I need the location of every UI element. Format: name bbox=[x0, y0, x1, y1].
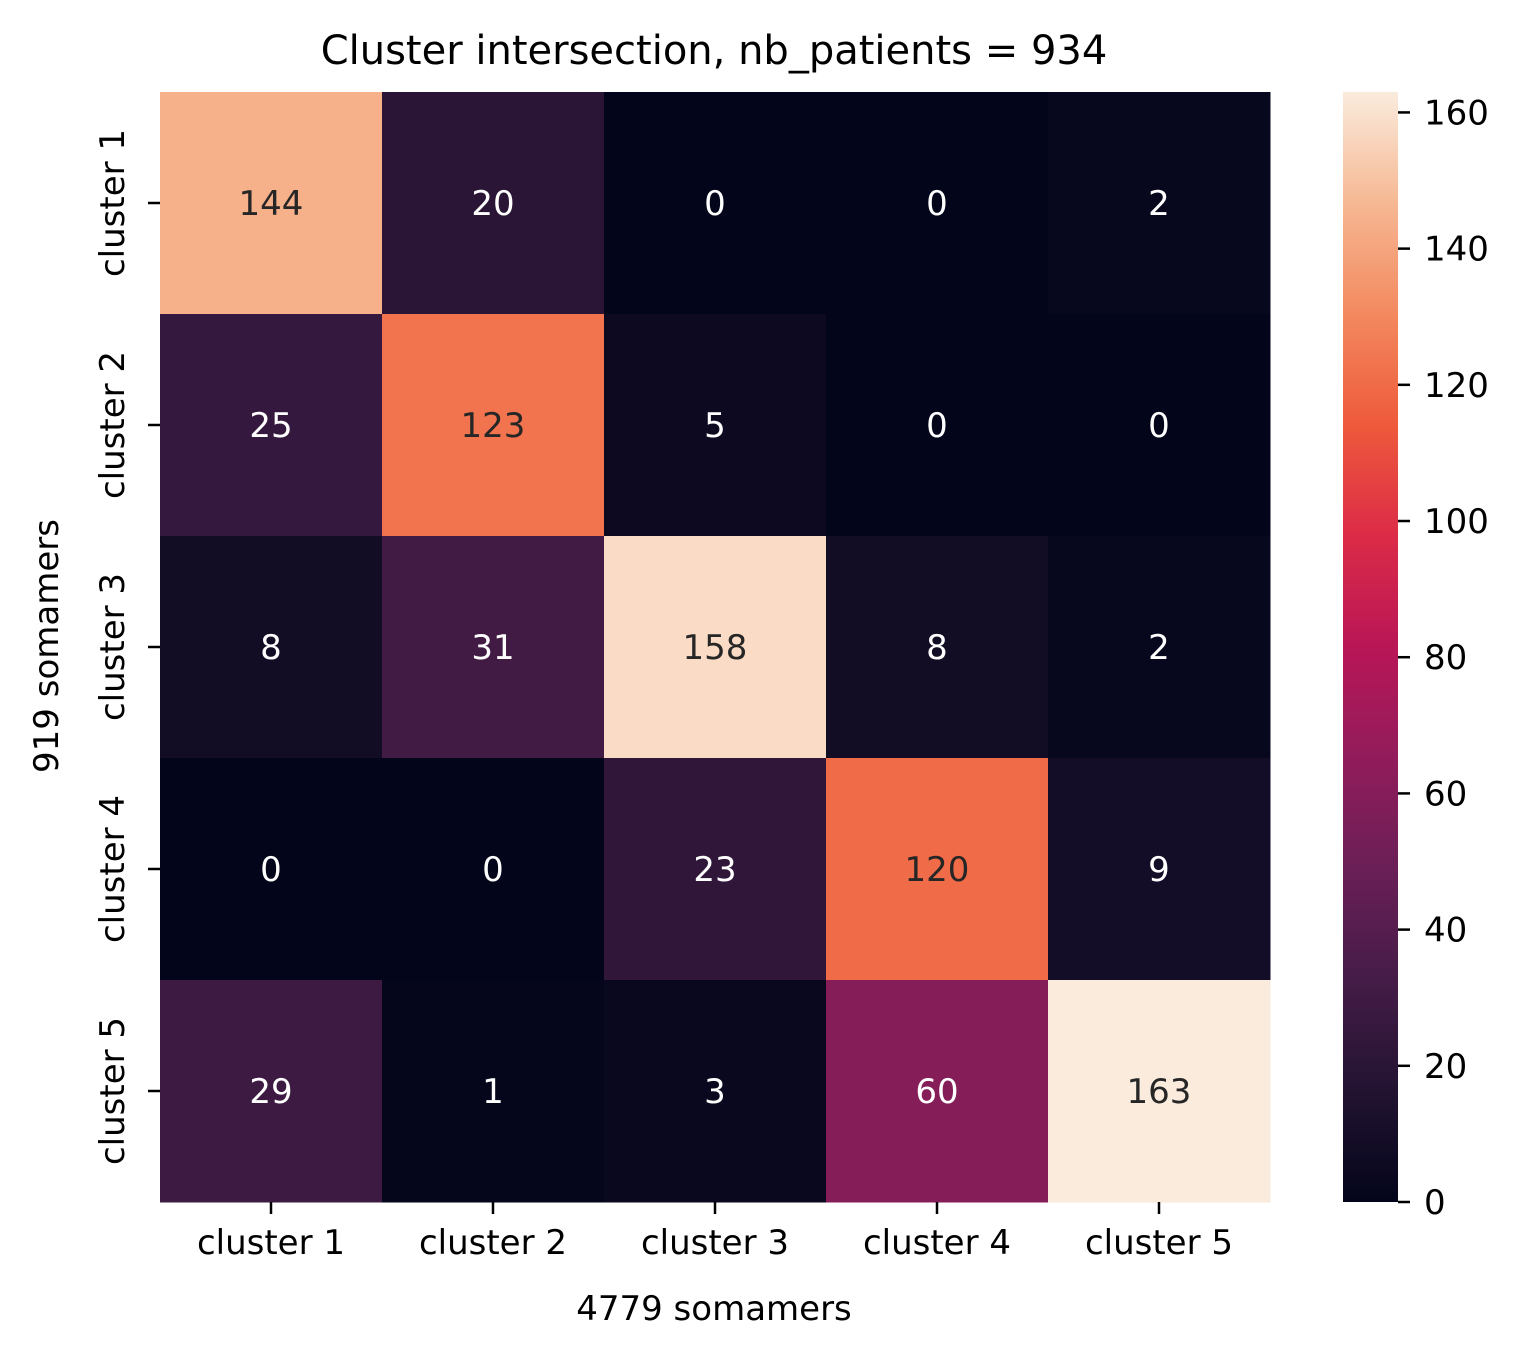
colorbar-tick-label: 100 bbox=[1424, 502, 1489, 542]
cell-value-label: 60 bbox=[915, 1072, 958, 1112]
colorbar-tick-label: 80 bbox=[1424, 638, 1467, 678]
cell-value-label: 158 bbox=[683, 628, 748, 668]
cell-value-label: 0 bbox=[260, 850, 282, 890]
heatmap-cell bbox=[160, 92, 383, 315]
y-tick-label: cluster 1 bbox=[93, 129, 133, 277]
cell-value-label: 29 bbox=[249, 1072, 292, 1112]
cell-value-labels: 144 20 0 0 225 123 5 0 08 31 158 8 20 0 23 120 929 1 3 60 16… bbox=[239, 184, 1192, 1112]
heatmap-cell bbox=[604, 314, 827, 537]
colorbar bbox=[1343, 92, 1398, 1202]
cell-value-label: 0 bbox=[704, 184, 726, 224]
cell-value-label: 120 bbox=[905, 850, 970, 890]
heatmap-cell bbox=[826, 314, 1049, 537]
cell-value-label: 1 bbox=[482, 1072, 504, 1112]
colorbar-tick-label: 40 bbox=[1424, 911, 1467, 951]
cell-value-label: 144 bbox=[239, 184, 304, 224]
heatmap-cell bbox=[382, 536, 605, 759]
colorbar-tick-label: 160 bbox=[1424, 93, 1489, 133]
heatmap-cell bbox=[160, 314, 383, 537]
x-axis-label: 4779 somamers bbox=[576, 1289, 852, 1329]
y-tick-label: cluster 5 bbox=[93, 1017, 133, 1165]
x-tick-label: cluster 1 bbox=[197, 1223, 345, 1263]
heatmap-cell bbox=[1048, 92, 1271, 315]
x-tick-label: cluster 3 bbox=[641, 1223, 789, 1263]
y-tick-label: cluster 4 bbox=[93, 795, 133, 943]
cell-value-label: 163 bbox=[1127, 1072, 1192, 1112]
y-tick-label: cluster 3 bbox=[93, 573, 133, 721]
heatmap-cell bbox=[382, 980, 605, 1203]
heatmap-cell bbox=[382, 758, 605, 981]
cell-value-label: 25 bbox=[249, 406, 292, 446]
heatmap-cell bbox=[160, 536, 383, 759]
cell-value-label: 8 bbox=[926, 628, 948, 668]
heatmap-cell bbox=[826, 758, 1049, 981]
cell-value-label: 2 bbox=[1148, 628, 1170, 668]
cell-value-label: 31 bbox=[471, 628, 514, 668]
cell-value-label: 0 bbox=[926, 406, 948, 446]
y-axis-ticks: cluster 1 cluster 2 cluster 3 cluster 4 clus… bbox=[93, 129, 160, 1165]
cell-value-label: 2 bbox=[1148, 184, 1170, 224]
chart-title: Cluster intersection, nb_patients = 934 bbox=[321, 28, 1108, 74]
heatmap-cell bbox=[382, 92, 605, 315]
cell-value-label: 0 bbox=[926, 184, 948, 224]
colorbar-tick-label: 140 bbox=[1424, 230, 1489, 270]
cell-value-label: 23 bbox=[693, 850, 736, 890]
cell-value-label: 0 bbox=[1148, 406, 1170, 446]
heatmap-cell bbox=[826, 92, 1049, 315]
x-axis-ticks: cluster 1 cluster 2 cluster 3 cluster 4 clus… bbox=[197, 1202, 1233, 1263]
heatmap-cell bbox=[604, 758, 827, 981]
colorbar-ticks: 0 20 40 60 80 100 120 140 160 bbox=[1398, 93, 1489, 1223]
colorbar-tick-label: 60 bbox=[1424, 774, 1467, 814]
x-tick-label: cluster 4 bbox=[863, 1223, 1011, 1263]
heatmap-cell bbox=[1048, 314, 1271, 537]
cell-value-label: 123 bbox=[461, 406, 526, 446]
cell-value-label: 9 bbox=[1148, 850, 1170, 890]
cell-value-label: 5 bbox=[704, 406, 726, 446]
heatmap-cell bbox=[382, 314, 605, 537]
colorbar-tick-label: 20 bbox=[1424, 1047, 1467, 1087]
cell-value-label: 0 bbox=[482, 850, 504, 890]
x-tick-label: cluster 5 bbox=[1085, 1223, 1233, 1263]
heatmap-cell bbox=[1048, 980, 1271, 1203]
y-tick-label: cluster 2 bbox=[93, 351, 133, 499]
heatmap-cell bbox=[160, 980, 383, 1203]
heatmap-cell bbox=[604, 980, 827, 1203]
heatmap-cell bbox=[1048, 536, 1271, 759]
colorbar-tick-label: 0 bbox=[1424, 1183, 1446, 1223]
y-axis-label: 919 somamers bbox=[27, 519, 67, 773]
colorbar-tick-label: 120 bbox=[1424, 366, 1489, 406]
cell-value-label: 8 bbox=[260, 628, 282, 668]
heatmap-cell bbox=[826, 536, 1049, 759]
heatmap-cell bbox=[826, 980, 1049, 1203]
cell-value-label: 3 bbox=[704, 1072, 726, 1112]
heatmap-cell bbox=[1048, 758, 1271, 981]
heatmap-cell bbox=[160, 758, 383, 981]
heatmap-cells bbox=[160, 92, 1271, 1203]
x-tick-label: cluster 2 bbox=[419, 1223, 567, 1263]
heatmap-cell bbox=[604, 536, 827, 759]
cell-value-label: 20 bbox=[471, 184, 514, 224]
heatmap-cell bbox=[604, 92, 827, 315]
